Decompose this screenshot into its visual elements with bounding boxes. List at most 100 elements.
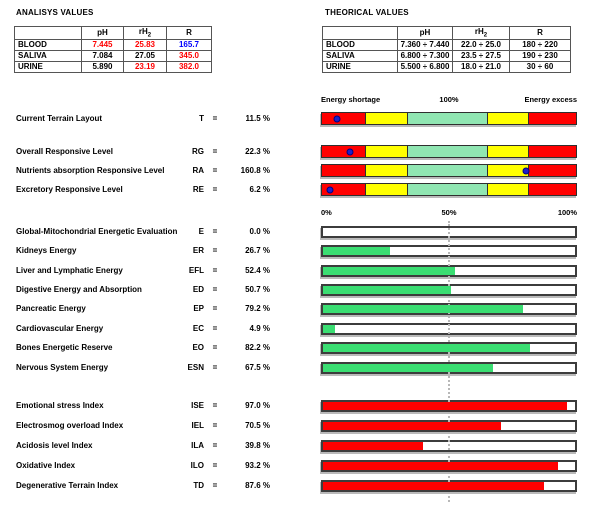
terrain-legend: Energy shortage 100% Energy excess xyxy=(321,95,577,105)
bar-fill xyxy=(323,305,523,313)
index-row: Electrosmog overload Index IEL = 70.5 % xyxy=(0,420,600,432)
index-row: Acidosis level Index ILA = 39.8 % xyxy=(0,440,600,452)
row-code: RA xyxy=(192,166,204,175)
row-label: Cardiovascular Energy xyxy=(16,324,104,333)
row-value: 26.7 % xyxy=(245,246,270,255)
value-cell: 6.800 ÷ 7.300 xyxy=(397,49,453,62)
column-header-r: R xyxy=(509,26,571,40)
equals-sign: = xyxy=(212,343,218,352)
energy-row: Kidneys Energy ER = 26.7 % xyxy=(0,245,600,257)
value-cell: 5.500 ÷ 6.800 xyxy=(397,60,453,73)
scale-segment-green-optimal xyxy=(406,113,488,124)
row-code: E xyxy=(198,227,204,236)
bar-fill xyxy=(323,344,531,352)
row-code: TD xyxy=(193,481,204,490)
row-label: Bones Energetic Reserve xyxy=(16,343,113,352)
index-row: Emotional stress Index ISE = 97.0 % xyxy=(0,400,600,412)
value-dot xyxy=(346,148,354,155)
value-cell: 25.83 xyxy=(123,38,167,51)
bar-fill xyxy=(323,482,544,490)
value-cell: 190 ÷ 230 xyxy=(509,49,571,62)
analysis-values-table: pH rH2 R BLOOD 7.445 25.83 165.7 SALIVA 7.084 27.… xyxy=(14,26,212,73)
row-label: Overall Responsive Level xyxy=(16,147,113,156)
equals-sign: = xyxy=(212,185,218,194)
column-header-ph: pH xyxy=(81,26,124,40)
analysis-values-title: ANALISYS VALUES xyxy=(16,8,94,17)
row-code: ISE xyxy=(191,401,204,410)
row-label: Excretory Responsive Level xyxy=(16,185,123,194)
row-code: EFL xyxy=(188,266,204,275)
row-code: ILA xyxy=(191,441,204,450)
row-code: ED xyxy=(192,285,204,294)
table-row: SALIVA 7.084 27.05 345.0 xyxy=(14,49,212,62)
scale-segment-red-low xyxy=(322,165,366,176)
column-header-rh2: rH2 xyxy=(123,26,167,40)
row-value: 67.5 % xyxy=(245,363,270,372)
equals-sign: = xyxy=(212,304,218,313)
row-label: Current Terrain Layout xyxy=(16,114,103,123)
rh2-subscript: 2 xyxy=(147,32,152,39)
value-cell: 18.0 ÷ 21.0 xyxy=(452,60,510,73)
equals-sign: = xyxy=(212,285,218,294)
row-value: 11.5 % xyxy=(245,114,270,123)
equals-sign: = xyxy=(212,114,218,123)
value-cell: 22.0 ÷ 25.0 xyxy=(452,38,510,51)
equals-sign: = xyxy=(212,363,218,372)
row-label-cell: BLOOD xyxy=(14,38,82,51)
scale-segment-yellow-low xyxy=(365,113,407,124)
row-value: 6.2 % xyxy=(249,185,270,194)
row-value: 22.3 % xyxy=(245,147,270,156)
row-value: 50.7 % xyxy=(245,285,270,294)
scale-segment-yellow-high xyxy=(487,165,529,176)
row-label-cell: BLOOD xyxy=(322,38,398,51)
row-label: Oxidative Index xyxy=(16,461,76,470)
value-cell: 5.890 xyxy=(81,60,124,73)
scale-segment-red-high xyxy=(528,113,576,124)
value-cell: 30 ÷ 60 xyxy=(509,60,571,73)
row-code: EC xyxy=(192,324,204,333)
index-row: Oxidative Index ILO = 93.2 % xyxy=(0,460,600,472)
value-cell: 23.19 xyxy=(123,60,167,73)
row-code: EP xyxy=(193,304,204,313)
bar-fill xyxy=(323,442,424,450)
column-header-empty xyxy=(14,26,82,40)
scale-segment-yellow-low xyxy=(365,184,407,195)
scale-segment-red-low xyxy=(322,184,366,195)
equals-sign: = xyxy=(212,461,218,470)
terrain-scale-bar xyxy=(321,145,577,158)
value-cell: 7.445 xyxy=(81,38,124,51)
energy-axis: 0% 50% 100% xyxy=(321,208,577,218)
terrain-scale-bar xyxy=(321,183,577,196)
value-cell: 382.0 xyxy=(166,60,212,73)
energy-row: Pancreatic Energy EP = 79.2 % xyxy=(0,303,600,315)
row-label-cell: SALIVA xyxy=(322,49,398,62)
table-header-row: pH rH2 R xyxy=(14,26,212,40)
equals-sign: = xyxy=(212,421,218,430)
terrain-row: Nutrients absorption Responsive Level RA =… xyxy=(0,164,600,177)
legend-energy-excess: Energy excess xyxy=(524,95,577,104)
row-label: Liver and Lymphatic Energy xyxy=(16,266,123,275)
row-value: 39.8 % xyxy=(245,441,270,450)
fifty-percent-gridline xyxy=(448,221,450,502)
scale-segment-red-high xyxy=(528,146,576,157)
bar-fill xyxy=(323,267,456,275)
table-row: SALIVA 6.800 ÷ 7.300 23.5 ÷ 27.5 190 ÷ 230 xyxy=(322,49,571,62)
legend-100-percent: 100% xyxy=(439,95,459,104)
bar-fill xyxy=(323,286,451,294)
energy-row: Nervous System Energy ESN = 67.5 % xyxy=(0,362,600,374)
theoretical-values-table: pH rH2 R BLOOD 7.360 ÷ 7.440 22.0 ÷ 25.0 180 ÷… xyxy=(322,26,571,73)
column-header-r: R xyxy=(166,26,212,40)
bar-fill xyxy=(323,462,558,470)
rh2-subscript: 2 xyxy=(483,32,488,39)
table-row: BLOOD 7.445 25.83 165.7 xyxy=(14,38,212,51)
value-cell: 165.7 xyxy=(166,38,212,51)
row-label: Emotional stress Index xyxy=(16,401,104,410)
row-label: Nutrients absorption Responsive Level xyxy=(16,166,165,175)
terrain-row: Overall Responsive Level RG = 22.3 % xyxy=(0,145,600,158)
scale-segment-green-optimal xyxy=(406,146,488,157)
rh2-text: rH xyxy=(474,27,484,36)
row-label-cell: URINE xyxy=(14,60,82,73)
value-cell: 345.0 xyxy=(166,49,212,62)
row-value: 70.5 % xyxy=(245,421,270,430)
